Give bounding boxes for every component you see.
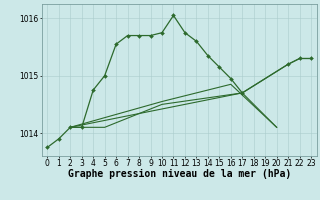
X-axis label: Graphe pression niveau de la mer (hPa): Graphe pression niveau de la mer (hPa) xyxy=(68,169,291,179)
